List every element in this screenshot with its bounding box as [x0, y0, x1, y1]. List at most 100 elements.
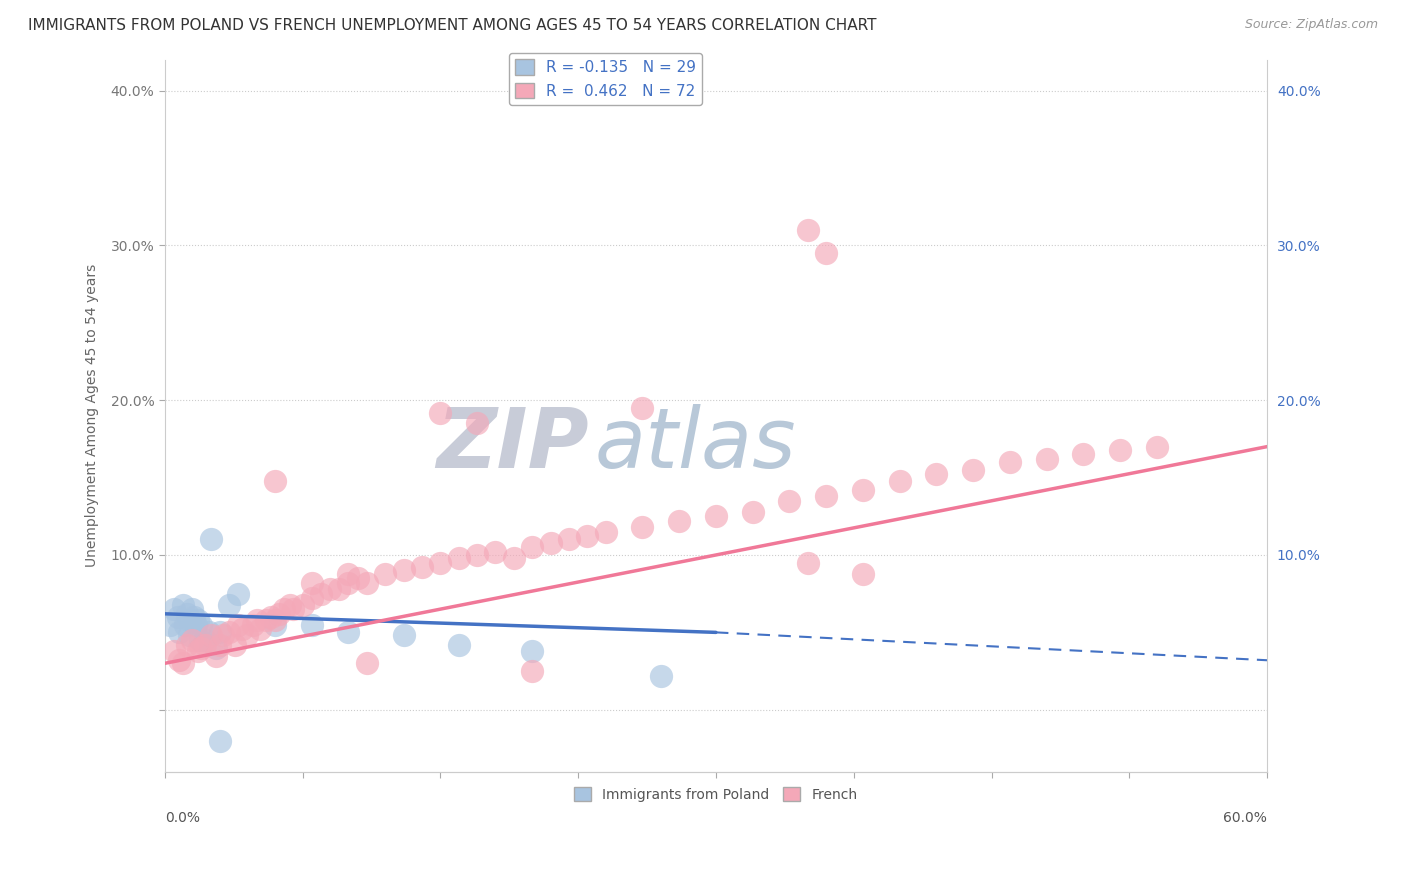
Point — [392, 628, 415, 642]
Point — [1035, 452, 1057, 467]
Point — [194, 638, 217, 652]
Point — [264, 617, 287, 632]
Point — [962, 463, 984, 477]
Point — [1073, 447, 1095, 461]
Point — [309, 587, 332, 601]
Text: 60.0%: 60.0% — [1223, 811, 1267, 825]
Point — [595, 524, 617, 539]
Point — [187, 644, 209, 658]
Point — [273, 602, 295, 616]
Point — [576, 529, 599, 543]
Point — [484, 545, 506, 559]
Point — [429, 556, 451, 570]
Point — [264, 613, 287, 627]
Point — [429, 406, 451, 420]
Point — [190, 640, 212, 655]
Point — [291, 598, 314, 612]
Point — [267, 607, 290, 621]
Point — [520, 644, 543, 658]
Y-axis label: Unemployment Among Ages 45 to 54 years: Unemployment Among Ages 45 to 54 years — [86, 264, 100, 567]
Point — [411, 560, 433, 574]
Point — [447, 638, 470, 652]
Point — [852, 566, 875, 581]
Point — [200, 628, 222, 642]
Point — [176, 638, 198, 652]
Point — [181, 602, 204, 616]
Point — [226, 587, 249, 601]
Point — [169, 653, 191, 667]
Point — [741, 505, 763, 519]
Point — [245, 613, 267, 627]
Point — [889, 474, 911, 488]
Point — [337, 566, 360, 581]
Point — [166, 610, 188, 624]
Text: 0.0%: 0.0% — [165, 811, 200, 825]
Point — [301, 591, 323, 606]
Point — [465, 548, 488, 562]
Point — [1146, 440, 1168, 454]
Point — [174, 617, 197, 632]
Point — [631, 520, 654, 534]
Point — [212, 628, 235, 642]
Point — [631, 401, 654, 415]
Point — [159, 617, 181, 632]
Point — [218, 598, 240, 612]
Point — [447, 551, 470, 566]
Point — [264, 474, 287, 488]
Point — [283, 602, 305, 616]
Point — [797, 556, 820, 570]
Point — [278, 598, 301, 612]
Point — [179, 613, 201, 627]
Point — [177, 628, 200, 642]
Point — [392, 564, 415, 578]
Point — [374, 566, 396, 581]
Point — [181, 633, 204, 648]
Point — [254, 613, 277, 627]
Point — [301, 617, 323, 632]
Point — [188, 633, 211, 648]
Point — [346, 571, 368, 585]
Point — [172, 657, 194, 671]
Point — [224, 638, 246, 652]
Point — [205, 648, 228, 663]
Point — [231, 622, 253, 636]
Point — [520, 664, 543, 678]
Point — [163, 602, 186, 616]
Point — [208, 733, 231, 747]
Point — [797, 223, 820, 237]
Point — [704, 509, 727, 524]
Point — [190, 617, 212, 632]
Point — [208, 638, 231, 652]
Point — [187, 613, 209, 627]
Point — [650, 669, 672, 683]
Point — [356, 657, 378, 671]
Point — [852, 483, 875, 497]
Text: Source: ZipAtlas.com: Source: ZipAtlas.com — [1244, 18, 1378, 31]
Point — [337, 625, 360, 640]
Point — [337, 575, 360, 590]
Point — [558, 533, 581, 547]
Point — [319, 582, 342, 596]
Point — [815, 489, 838, 503]
Point — [200, 533, 222, 547]
Point — [163, 644, 186, 658]
Legend: Immigrants from Poland, French: Immigrants from Poland, French — [569, 781, 863, 807]
Point — [778, 493, 800, 508]
Point — [218, 625, 240, 640]
Point — [226, 617, 249, 632]
Point — [172, 598, 194, 612]
Point — [668, 514, 690, 528]
Point — [998, 455, 1021, 469]
Point — [260, 610, 283, 624]
Point — [925, 467, 948, 482]
Point — [1109, 442, 1132, 457]
Point — [208, 625, 231, 640]
Point — [249, 622, 271, 636]
Point — [242, 617, 264, 632]
Point — [520, 540, 543, 554]
Point — [301, 575, 323, 590]
Text: ZIP: ZIP — [436, 404, 589, 484]
Point — [502, 551, 524, 566]
Point — [194, 633, 217, 648]
Point — [540, 535, 562, 549]
